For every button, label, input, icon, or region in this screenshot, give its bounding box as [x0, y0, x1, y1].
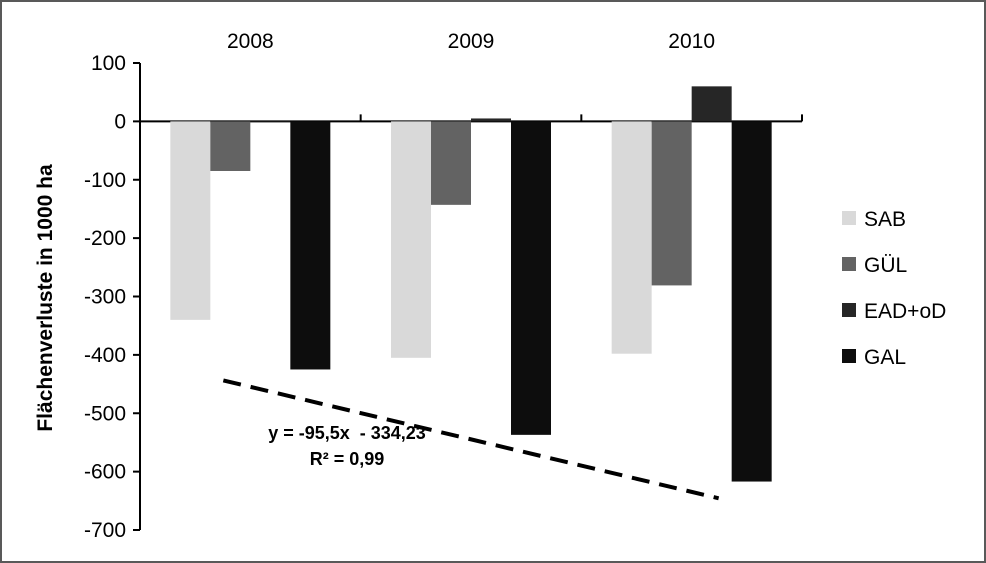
- y-tick-label: -200: [84, 227, 126, 250]
- y-axis-title: Flächenverluste in 1000 ha: [34, 164, 57, 432]
- trendline-r-squared: R² = 0,99: [310, 449, 385, 469]
- legend-swatch: [842, 349, 856, 363]
- y-tick-label: -300: [84, 286, 126, 309]
- legend-label: EAD+oD: [864, 300, 946, 323]
- y-tick-label: -100: [84, 169, 126, 192]
- category-label: 2009: [448, 30, 495, 53]
- y-tick-label: -700: [84, 519, 126, 542]
- bar: [691, 86, 732, 122]
- bar: [471, 118, 511, 122]
- y-tick-label: 100: [91, 52, 126, 75]
- trendline-equation: y = -95,5x - 334,23: [268, 423, 426, 443]
- bars: [170, 86, 772, 482]
- legend-label: GÜL: [864, 254, 907, 277]
- y-axis: 100 0 -100 -200 -300 -400 -500 -600 -700: [84, 52, 141, 542]
- bar: [170, 121, 211, 320]
- bar: [731, 121, 772, 482]
- trendline-line: [222, 378, 720, 501]
- y-tick-label: -600: [84, 461, 126, 484]
- category-labels: 2008 2009 2010: [227, 30, 715, 53]
- bar: [290, 121, 331, 370]
- legend: SAB GÜL EAD+oD GAL: [842, 208, 946, 369]
- bar: [511, 121, 551, 435]
- legend-swatch: [842, 257, 856, 271]
- y-tick-label: 0: [114, 110, 126, 133]
- category-label: 2010: [668, 30, 715, 53]
- bar: [431, 121, 471, 205]
- y-tick-label: -400: [84, 344, 126, 367]
- legend-label: GAL: [864, 346, 906, 369]
- legend-swatch: [842, 211, 856, 225]
- trendline: [222, 378, 720, 501]
- bar: [391, 121, 431, 358]
- legend-swatch: [842, 303, 856, 317]
- y-tick-label: -500: [84, 402, 126, 425]
- bar: [651, 121, 692, 286]
- bar: [250, 121, 291, 122]
- legend-label: SAB: [864, 208, 906, 231]
- bar: [611, 121, 652, 354]
- bar: [210, 121, 251, 171]
- category-label: 2008: [227, 30, 274, 53]
